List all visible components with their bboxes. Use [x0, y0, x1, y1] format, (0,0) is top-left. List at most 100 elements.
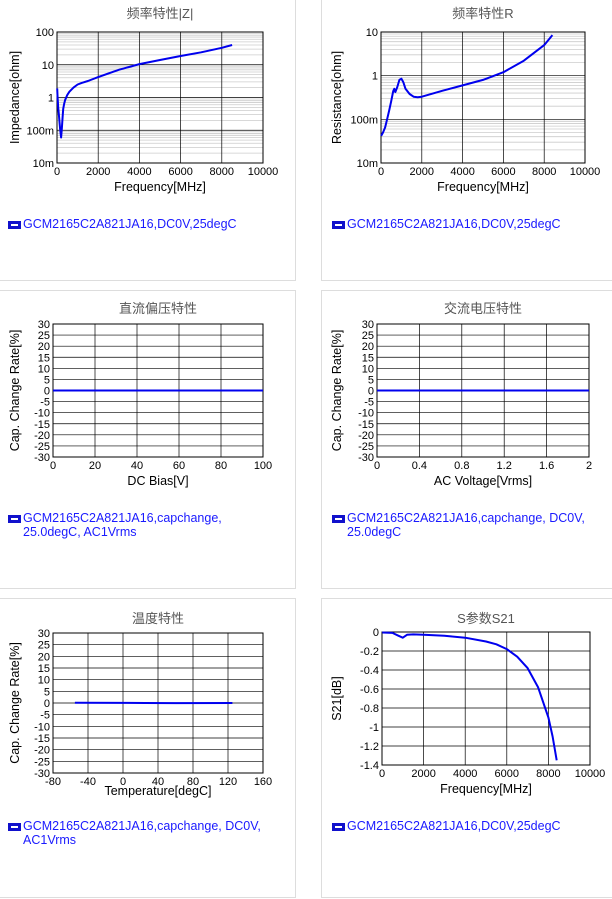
x-axis-label: Frequency[MHz] [437, 180, 529, 194]
y-tick-label: 5 [44, 374, 50, 386]
y-tick-label: 10 [38, 363, 50, 375]
y-tick-label: -20 [358, 430, 374, 442]
x-tick-label: 10000 [248, 166, 279, 178]
legend-item[interactable]: GCM2165C2A821JA16,capchange, 25.0degC, A… [8, 511, 222, 539]
y-axis-label: Resistance[ohm] [330, 51, 344, 144]
x-tick-label: 8000 [536, 768, 560, 780]
y-tick-label: 5 [368, 374, 374, 386]
x-tick-label: 8000 [532, 166, 556, 178]
x-axis-label: Frequency[MHz] [440, 782, 532, 796]
y-tick-label: 15 [38, 352, 50, 364]
y-tick-label: -0.4 [360, 665, 379, 677]
y-tick-label: -10 [358, 408, 374, 420]
x-tick-label: 120 [219, 776, 237, 788]
y-tick-label: -0.2 [360, 646, 379, 658]
y-tick-label: -30 [34, 768, 50, 780]
x-tick-label: 60 [173, 460, 185, 472]
x-tick-label: -40 [80, 776, 96, 788]
y-tick-label: 30 [38, 628, 50, 640]
legend-label: GCM2165C2A821JA16,DC0V,25degC [347, 819, 561, 833]
y-tick-label: 0 [44, 386, 50, 398]
y-tick-label: 0 [44, 698, 50, 710]
x-tick-label: 100 [254, 460, 272, 472]
x-tick-label: 160 [254, 776, 272, 788]
legend-label: GCM2165C2A821JA16,DC0V,25degC [347, 217, 561, 231]
legend-swatch-icon [8, 823, 21, 831]
x-tick-label: 1.6 [539, 460, 554, 472]
x-axis-label: Temperature[degC] [104, 784, 211, 798]
y-tick-label: 100m [26, 125, 54, 137]
y-tick-label: -0.8 [360, 703, 379, 715]
x-tick-label: 10000 [570, 166, 601, 178]
y-axis-label: S21[dB] [330, 676, 344, 720]
y-tick-label: 10 [366, 27, 378, 39]
y-tick-label: 10 [42, 60, 54, 72]
x-tick-label: 6000 [495, 768, 519, 780]
x-tick-label: 80 [215, 460, 227, 472]
y-tick-label: 1 [48, 93, 54, 105]
x-tick-label: 2000 [86, 166, 110, 178]
x-tick-label: 0 [54, 166, 60, 178]
plot-frame [381, 32, 585, 163]
x-tick-label: 6000 [168, 166, 192, 178]
x-tick-label: 20 [89, 460, 101, 472]
legend-item[interactable]: GCM2165C2A821JA16,DC0V,25degC [8, 217, 237, 231]
legend-label: GCM2165C2A821JA16,capchange, 25.0degC, A… [23, 511, 222, 539]
legend-swatch-icon [8, 221, 21, 229]
y-tick-label: -5 [40, 397, 50, 409]
y-tick-label: 10m [33, 158, 54, 170]
y-tick-label: -15 [34, 733, 50, 745]
y-tick-label: 1 [372, 71, 378, 83]
legend-label: GCM2165C2A821JA16,capchange, DC0V, 25.0d… [347, 511, 585, 539]
x-tick-label: 4000 [450, 166, 474, 178]
x-tick-label: 2 [586, 460, 592, 472]
y-tick-label: -25 [34, 441, 50, 453]
legend-item[interactable]: GCM2165C2A821JA16,DC0V,25degC [332, 819, 561, 833]
series-line [57, 45, 232, 138]
y-tick-label: 20 [38, 651, 50, 663]
chart-title: 频率特性R [452, 6, 513, 21]
y-axis-label: Impedance[ohm] [8, 51, 22, 144]
x-tick-label: 0 [379, 768, 385, 780]
chart-title: 交流电压特性 [444, 301, 522, 316]
y-axis-label: Cap. Change Rate[%] [330, 330, 344, 452]
y-axis-label: Cap. Change Rate[%] [8, 642, 22, 764]
y-tick-label: -25 [358, 441, 374, 453]
y-tick-label: -1.4 [360, 760, 379, 772]
y-tick-label: 10 [362, 363, 374, 375]
legend-item[interactable]: GCM2165C2A821JA16,capchange, DC0V, 25.0d… [332, 511, 585, 539]
y-tick-label: 10 [38, 675, 50, 687]
y-tick-label: -30 [358, 452, 374, 464]
x-tick-label: 2000 [411, 768, 435, 780]
legend-swatch-icon [332, 515, 345, 523]
legend-item[interactable]: GCM2165C2A821JA16,capchange, DC0V, AC1Vr… [8, 819, 261, 847]
x-axis-label: Frequency[MHz] [114, 180, 206, 194]
y-tick-label: -5 [40, 710, 50, 722]
y-axis-label: Cap. Change Rate[%] [8, 330, 22, 452]
x-tick-label: 0 [50, 460, 56, 472]
x-tick-label: 0 [374, 460, 380, 472]
chart-title: S参数S21 [457, 611, 515, 626]
y-tick-label: 20 [362, 341, 374, 353]
x-axis-label: AC Voltage[Vrms] [434, 474, 532, 488]
y-tick-label: 15 [38, 663, 50, 675]
y-tick-label: 15 [362, 352, 374, 364]
x-tick-label: 40 [131, 460, 143, 472]
y-tick-label: 0 [373, 627, 379, 639]
chart-title: 频率特性|Z| [127, 6, 194, 21]
legend-item[interactable]: GCM2165C2A821JA16,DC0V,25degC [332, 217, 561, 231]
y-tick-label: 5 [44, 686, 50, 698]
legend-swatch-icon [8, 515, 21, 523]
y-tick-label: 100m [350, 114, 378, 126]
y-tick-label: 25 [38, 640, 50, 652]
